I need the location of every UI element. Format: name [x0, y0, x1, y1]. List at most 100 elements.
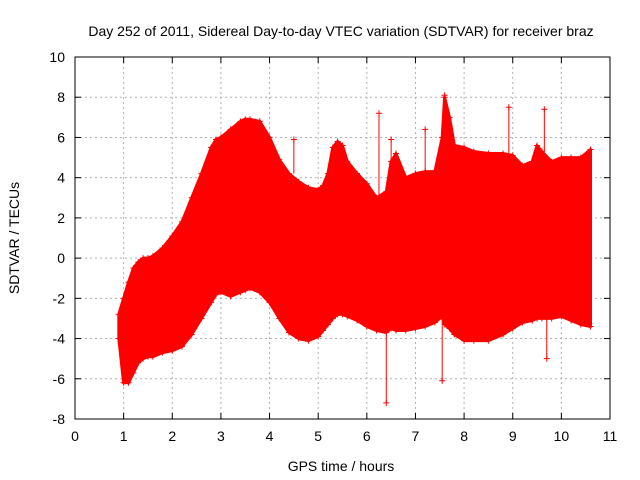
- upper-bound-point: [115, 311, 122, 318]
- outlier-point: [388, 136, 395, 143]
- upper-bound-point: [305, 184, 312, 191]
- upper-bound-point: [217, 134, 224, 141]
- upper-bound-point: [135, 259, 142, 266]
- x-tick-label: 0: [71, 428, 79, 444]
- lower-bound-point: [422, 323, 429, 330]
- lower-bound-point: [208, 299, 215, 306]
- lower-bound-point: [538, 315, 545, 322]
- upper-bound-point: [339, 142, 346, 149]
- upper-bound-point: [237, 118, 244, 125]
- lower-bound-point: [295, 335, 302, 342]
- upper-bound-point: [470, 148, 477, 155]
- upper-bound-point: [412, 170, 419, 177]
- lower-bound-point: [548, 315, 555, 322]
- lower-bound-point: [485, 337, 492, 344]
- lower-bound-point: [329, 315, 336, 322]
- upper-bound-point: [509, 152, 516, 159]
- lower-bound-point: [286, 329, 292, 336]
- x-tick-label: 11: [603, 428, 618, 444]
- x-tick-label: 3: [217, 428, 225, 444]
- outlier-point: [290, 136, 297, 143]
- upper-bound-point: [120, 295, 127, 302]
- upper-bound-point: [500, 150, 506, 157]
- lower-bound-point: [198, 315, 205, 322]
- x-tick-label: 5: [314, 428, 322, 444]
- lower-bound-point: [509, 325, 516, 332]
- lower-bound-point: [519, 319, 526, 326]
- upper-bound-point: [446, 114, 453, 121]
- plot-frame: [74, 56, 611, 420]
- lower-bound-point: [412, 325, 419, 332]
- upper-bound-point: [227, 126, 234, 133]
- lower-bound-point: [217, 289, 224, 296]
- lower-bound-point: [169, 347, 176, 354]
- y-tick-label: -4: [53, 331, 66, 347]
- upper-bound-point: [266, 134, 273, 141]
- upper-bound-point: [363, 180, 370, 187]
- lower-bound-point: [237, 289, 244, 296]
- lower-bound-point: [266, 299, 273, 306]
- lower-bound-point: [213, 291, 220, 298]
- lower-bound-point: [130, 369, 137, 376]
- upper-bound-point: [169, 232, 176, 239]
- upper-bound-point: [439, 134, 446, 141]
- upper-bound-point: [461, 144, 468, 151]
- upper-bound-point: [568, 154, 575, 161]
- lower-bound-point: [402, 327, 409, 334]
- upper-bound-point: [383, 188, 390, 195]
- upper-bound-point: [198, 170, 205, 177]
- upper-bound-point: [354, 170, 361, 177]
- lower-bound-point: [125, 379, 132, 386]
- lower-bound-point: [393, 327, 399, 334]
- upper-bound-point: [324, 170, 331, 177]
- lower-bound-point: [339, 311, 346, 318]
- upper-bound-point: [188, 194, 195, 201]
- lower-bound-point: [470, 337, 477, 344]
- lower-bound-point: [188, 331, 195, 338]
- lower-bound-point: [320, 327, 327, 334]
- upper-bound-point: [519, 162, 526, 169]
- outlier-point: [422, 126, 429, 133]
- lower-bound-point: [315, 333, 322, 340]
- lower-bound-point: [135, 359, 142, 366]
- lower-bound-point: [446, 325, 453, 332]
- upper-bound-point: [208, 144, 215, 151]
- lower-bound-point: [242, 287, 249, 294]
- y-tick-label: -8: [53, 411, 66, 427]
- y-tick-label: -6: [53, 371, 66, 387]
- x-tick-label: 6: [363, 428, 371, 444]
- y-tick-label: 8: [57, 89, 65, 105]
- upper-bound-point: [344, 158, 351, 165]
- chart-title: Day 252 of 2011, Sidereal Day-to-day VTE…: [88, 23, 593, 39]
- upper-bound-point: [247, 116, 254, 123]
- upper-bound-point: [315, 186, 322, 193]
- lower-bound-point: [577, 321, 584, 328]
- lower-bound-point: [159, 349, 166, 356]
- upper-bound-point: [548, 158, 555, 165]
- upper-bound-point: [329, 144, 336, 151]
- x-tick-label: 7: [412, 428, 420, 444]
- lower-bound-point: [276, 315, 283, 322]
- lower-bound-point: [363, 323, 370, 330]
- lower-bound-point: [587, 323, 594, 330]
- lower-bound-point: [179, 343, 185, 350]
- lower-bound-point: [388, 325, 395, 332]
- lower-bound-point: [149, 353, 156, 360]
- outlier-point: [375, 110, 382, 117]
- y-tick-label: 6: [57, 129, 65, 145]
- upper-bound-point: [393, 150, 399, 157]
- outlier-point: [441, 92, 448, 99]
- upper-bound-point: [587, 146, 594, 153]
- lower-bound-point: [461, 337, 468, 344]
- x-tick-label: 1: [120, 428, 128, 444]
- lower-bound-point: [451, 331, 458, 338]
- x-axis-label: GPS time / hours: [288, 458, 395, 474]
- lower-bound-point: [247, 285, 254, 292]
- plot-area: [115, 92, 594, 406]
- upper-bound-point: [276, 156, 283, 163]
- upper-bound-point: [295, 178, 302, 185]
- upper-bound-point: [256, 118, 263, 125]
- outlier-point: [541, 106, 548, 113]
- upper-bound-point: [179, 218, 185, 225]
